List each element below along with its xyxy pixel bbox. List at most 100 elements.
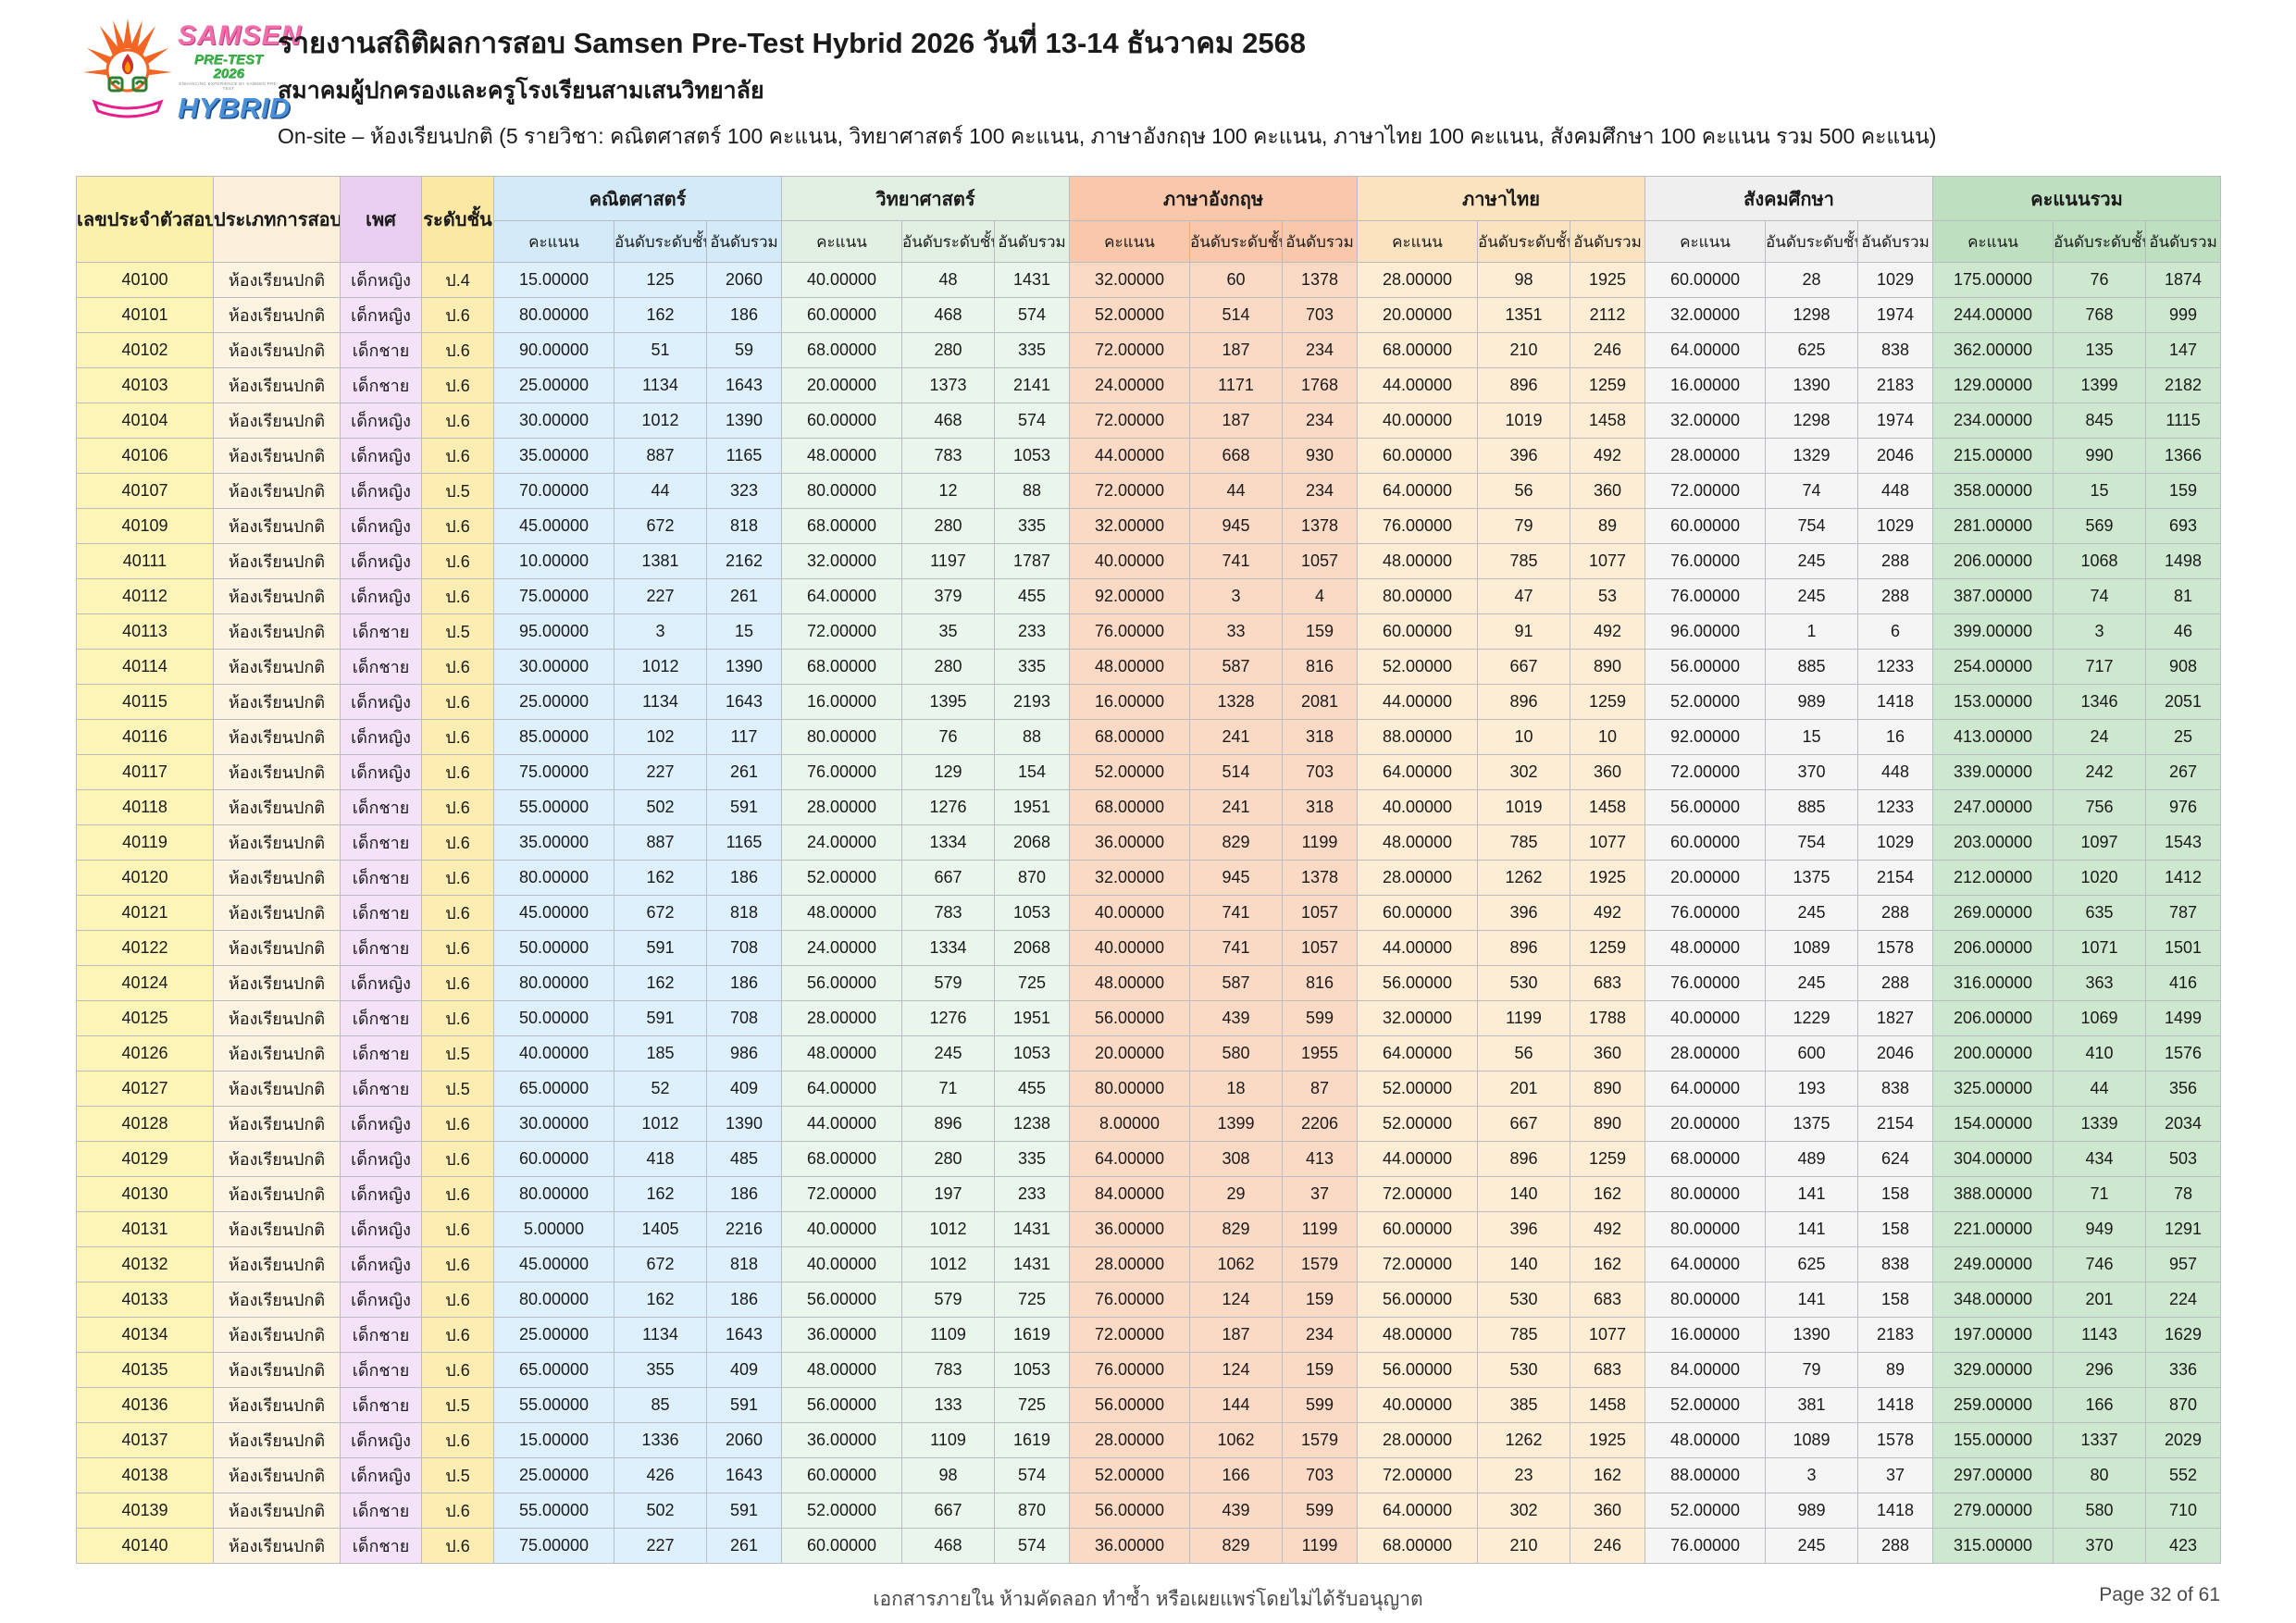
table-cell: 254.00000 <box>1932 649 2054 685</box>
table-cell: 261 <box>706 754 782 790</box>
table-cell: ป.5 <box>421 1387 494 1423</box>
table-cell: 72.00000 <box>781 613 902 650</box>
subject-group-header: ภาษาอังกฤษ <box>1068 176 1359 221</box>
table-cell: 3 <box>2053 613 2147 650</box>
table-cell: 234.00000 <box>1932 403 2054 439</box>
table-cell: 52.00000 <box>781 860 902 896</box>
table-cell: 24 <box>2053 719 2147 755</box>
table-cell: 68.00000 <box>1357 332 1479 368</box>
table-cell: 2081 <box>1281 684 1359 720</box>
table-cell: 599 <box>1281 1387 1359 1423</box>
table-row: 40100 ห้องเรียนปกติ เด็กหญิง ป.4 15.00000 125… <box>76 262 2222 298</box>
table-row: 40116 ห้องเรียนปกติ เด็กหญิง ป.6 85.00000 102… <box>76 719 2222 755</box>
table-cell: 56.00000 <box>1069 1493 1190 1529</box>
table-cell: 56.00000 <box>781 1387 902 1423</box>
table-cell: 591 <box>706 1493 782 1529</box>
table-cell: 40122 <box>76 930 214 966</box>
table-cell: 315.00000 <box>1932 1528 2054 1564</box>
table-cell: 141 <box>1765 1282 1859 1318</box>
table-cell: 329.00000 <box>1932 1352 2054 1388</box>
table-cell: 193 <box>1765 1071 1859 1107</box>
sub-column-header: อันดับระดับชั้น <box>901 220 995 263</box>
table-cell: ป.6 <box>421 508 494 544</box>
table-row: 40104 ห้องเรียนปกติ เด็กหญิง ป.6 30.00000 101… <box>76 403 2222 439</box>
table-cell: ห้องเรียนปกติ <box>213 297 341 333</box>
table-cell: 68.00000 <box>781 1141 902 1177</box>
table-cell: 35.00000 <box>493 824 614 861</box>
table-cell: 1197 <box>901 543 995 579</box>
table-cell: 785 <box>1477 543 1571 579</box>
table-cell: 40135 <box>76 1352 214 1388</box>
table-cell: ห้องเรียนปกติ <box>213 1528 341 1564</box>
table-cell: ป.6 <box>421 403 494 439</box>
table-cell: 147 <box>2145 332 2222 368</box>
table-cell: 818 <box>706 1246 782 1282</box>
table-cell: 15.00000 <box>493 1422 614 1458</box>
table-cell: 48.00000 <box>1357 824 1479 861</box>
table-cell: 703 <box>1281 1457 1359 1493</box>
page-number: Page 32 of 61 <box>2099 1584 2220 1605</box>
table-cell: 47 <box>1477 578 1571 614</box>
table-cell: ห้องเรียนปกติ <box>213 789 341 825</box>
table-cell: 56 <box>1477 473 1571 509</box>
table-cell: 70.00000 <box>493 473 614 509</box>
table-cell: เด็กหญิง <box>340 403 422 439</box>
table-cell: 56.00000 <box>781 965 902 1001</box>
table-cell: 32.00000 <box>781 543 902 579</box>
table-cell: 52.00000 <box>781 1493 902 1529</box>
table-cell: 245 <box>1765 1528 1859 1564</box>
table-cell: 1057 <box>1281 543 1359 579</box>
table-cell: 574 <box>994 297 1070 333</box>
table-cell: 187 <box>1189 332 1283 368</box>
table-cell: 88.00000 <box>1644 1457 1767 1493</box>
table-cell: 76.00000 <box>1644 578 1767 614</box>
table-cell: 40107 <box>76 473 214 509</box>
table-cell: 32.00000 <box>1069 262 1190 298</box>
table-cell: 468 <box>901 297 995 333</box>
table-cell: 40.00000 <box>493 1035 614 1072</box>
table-cell: เด็กหญิง <box>340 965 422 1001</box>
table-cell: 80.00000 <box>1644 1211 1767 1247</box>
table-cell: 870 <box>994 860 1070 896</box>
table-cell: 989 <box>1765 684 1859 720</box>
table-cell: 40119 <box>76 824 214 861</box>
table-cell: 890 <box>1570 649 1646 685</box>
table-cell: 76.00000 <box>1644 965 1767 1001</box>
table-cell: 33 <box>1189 613 1283 650</box>
table-cell: ป.5 <box>421 473 494 509</box>
table-cell: 201 <box>1477 1071 1571 1107</box>
table-cell: ห้องเรียนปกติ <box>213 1387 341 1423</box>
table-cell: 885 <box>1765 649 1859 685</box>
table-cell: 98 <box>1477 262 1571 298</box>
table-cell: 55.00000 <box>493 1493 614 1529</box>
table-row: 40128 ห้องเรียนปกติ เด็กหญิง ป.6 30.00000 101… <box>76 1106 2222 1142</box>
table-cell: 64.00000 <box>1069 1141 1190 1177</box>
table-cell: 210 <box>1477 332 1571 368</box>
table-row: 40109 ห้องเรียนปกติ เด็กหญิง ป.6 45.00000 672… <box>76 508 2222 544</box>
table-cell: 28.00000 <box>1644 438 1767 474</box>
table-cell: 72.00000 <box>1069 332 1190 368</box>
table-cell: 1109 <box>901 1422 995 1458</box>
table-cell: 89 <box>1857 1352 1934 1388</box>
table-cell: 201 <box>2053 1282 2147 1318</box>
table-cell: 28.00000 <box>781 1000 902 1036</box>
table-cell: 40116 <box>76 719 214 755</box>
table-row: 40106 ห้องเรียนปกติ เด็กหญิง ป.6 35.00000 887… <box>76 438 2222 474</box>
table-cell: 667 <box>1477 1106 1571 1142</box>
table-cell: 76.00000 <box>1069 613 1190 650</box>
table-cell: 68.00000 <box>1644 1141 1767 1177</box>
table-cell: 1077 <box>1570 824 1646 861</box>
table-cell: เด็กหญิง <box>340 473 422 509</box>
table-cell: 635 <box>2053 895 2147 931</box>
table-cell: 1115 <box>2145 403 2222 439</box>
table-cell: เด็กชาย <box>340 1317 422 1353</box>
table-cell: 741 <box>1189 895 1283 931</box>
subject-group-header: สังคมศึกษา <box>1644 176 1934 221</box>
table-cell: 976 <box>2145 789 2222 825</box>
table-cell: 80.00000 <box>493 1176 614 1212</box>
table-cell: 370 <box>2053 1528 2147 1564</box>
table-cell: เด็กชาย <box>340 1035 422 1072</box>
table-cell: 20.00000 <box>1357 297 1479 333</box>
table-cell: 1029 <box>1857 262 1934 298</box>
table-cell: 1053 <box>994 895 1070 931</box>
